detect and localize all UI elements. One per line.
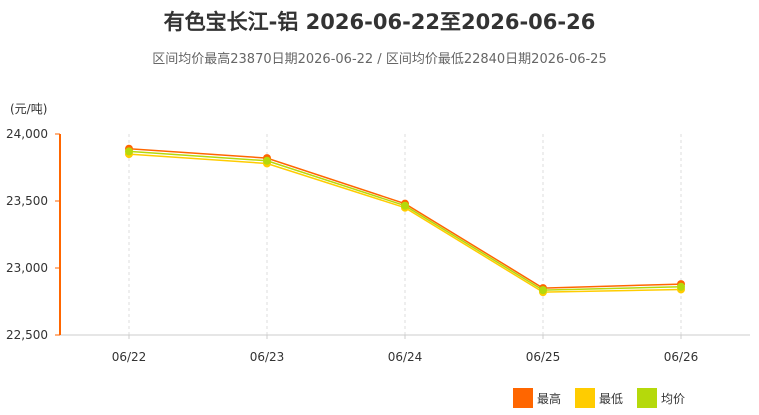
x-tick-label: 06/25	[526, 350, 561, 364]
legend-label: 均价	[661, 391, 686, 406]
legend-item[interactable]: 均价	[637, 388, 685, 408]
y-tick-label: 23,500	[6, 194, 48, 208]
series-3-point	[263, 156, 271, 165]
x-tick-label: 06/26	[664, 350, 699, 364]
legend-label: 最高	[537, 391, 562, 406]
legend-label: 最低	[599, 391, 624, 406]
legend-swatch	[637, 388, 658, 408]
series-3-point	[125, 147, 133, 156]
y-axis-unit-label: (元/吨)	[10, 102, 48, 116]
legend-swatch	[513, 388, 533, 408]
chart-title: 有色宝长江-铝 2026-06-22至2026-06-26	[163, 10, 596, 34]
chart-legend: 最高 最低 均价	[513, 388, 685, 408]
y-tick-label: 23,000	[6, 261, 48, 275]
y-tick-label: 24,000	[6, 127, 48, 141]
x-tick-label: 06/22	[112, 350, 147, 364]
x-tick-label: 06/24	[388, 350, 423, 364]
legend-item[interactable]: 最高	[513, 388, 561, 408]
series-line-2	[128, 153, 682, 293]
legend-swatch	[575, 388, 596, 408]
chart-subtitle: 区间均价最高23870日期2026-06-22 / 区间均价最低22840日期2…	[152, 52, 607, 67]
x-tick-label: 06/23	[250, 350, 285, 364]
legend-item[interactable]: 最低	[575, 388, 623, 408]
y-tick-label: 22,500	[6, 328, 48, 342]
series-3-point	[677, 282, 685, 291]
series-3-point	[539, 286, 547, 295]
series-3-point	[401, 201, 409, 210]
